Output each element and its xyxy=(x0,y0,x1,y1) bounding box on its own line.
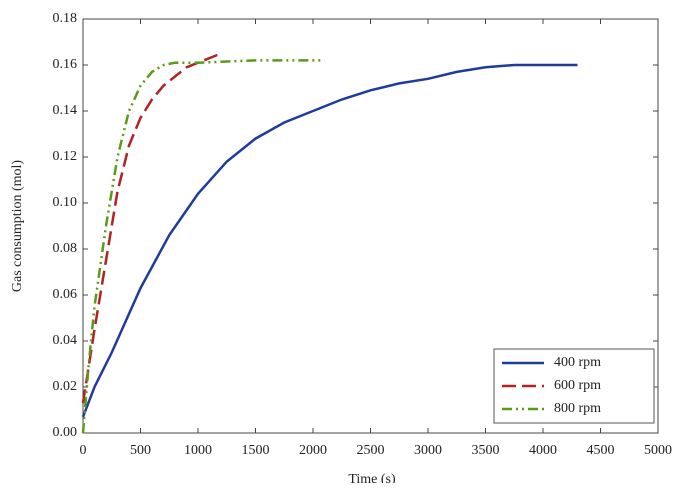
legend-box xyxy=(493,348,655,424)
x-tick-label: 1500 xyxy=(242,443,270,458)
x-tick-label: 5000 xyxy=(644,443,672,458)
series-line xyxy=(81,59,325,434)
y-axis-label: Gas consumption (mol) xyxy=(10,160,25,293)
x-tick-label: 4500 xyxy=(587,443,615,458)
x-tick-label: 1000 xyxy=(184,443,212,458)
legend-label: 800 rpm xyxy=(554,401,601,416)
series-line xyxy=(81,52,222,404)
y-tick-label: 0.18 xyxy=(53,11,78,26)
y-tick-label: 0.02 xyxy=(53,379,78,394)
legend-label: 600 rpm xyxy=(554,378,601,393)
x-tick-label: 2500 xyxy=(357,443,385,458)
x-axis-label: Time (s) xyxy=(348,472,396,483)
y-tick-label: 0.12 xyxy=(53,149,78,164)
x-tick-label: 2000 xyxy=(299,443,327,458)
y-tick-label: 0.14 xyxy=(53,103,78,118)
x-tick-label: 4000 xyxy=(529,443,557,458)
y-tick-label: 0.00 xyxy=(53,425,78,440)
y-tick-label: 0.16 xyxy=(53,57,78,72)
legend-label: 400 rpm xyxy=(554,355,601,370)
x-tick-label: 3000 xyxy=(414,443,442,458)
y-tick-label: 0.08 xyxy=(53,241,78,256)
y-tick-label: 0.04 xyxy=(53,333,78,348)
legend: 400 rpm 600 rpm 800 rpm xyxy=(493,348,655,424)
y-tick-label: 0.06 xyxy=(53,287,78,302)
x-tick-label: 500 xyxy=(130,443,151,458)
series-line xyxy=(81,63,578,418)
x-tick-label: 0 xyxy=(80,443,87,458)
y-tick-label: 0.10 xyxy=(53,195,78,210)
x-tick-label: 3500 xyxy=(472,443,500,458)
